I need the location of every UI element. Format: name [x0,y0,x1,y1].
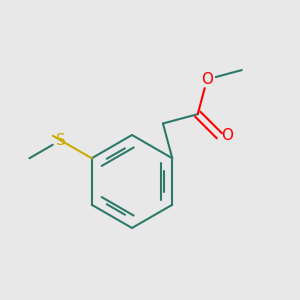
Text: O: O [201,72,213,87]
Text: O: O [221,128,233,143]
Text: S: S [56,133,65,148]
